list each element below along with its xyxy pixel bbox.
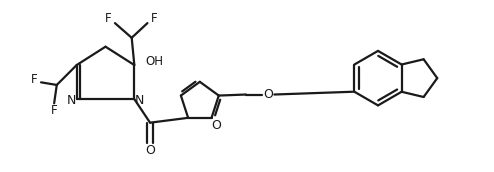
Text: F: F — [105, 12, 112, 25]
Text: O: O — [145, 144, 155, 157]
Text: N: N — [67, 94, 76, 107]
Text: F: F — [151, 12, 158, 25]
Text: N: N — [135, 94, 144, 107]
Text: F: F — [31, 73, 38, 86]
Text: O: O — [263, 88, 273, 101]
Text: O: O — [211, 119, 221, 132]
Text: OH: OH — [145, 55, 163, 68]
Text: F: F — [51, 104, 57, 117]
